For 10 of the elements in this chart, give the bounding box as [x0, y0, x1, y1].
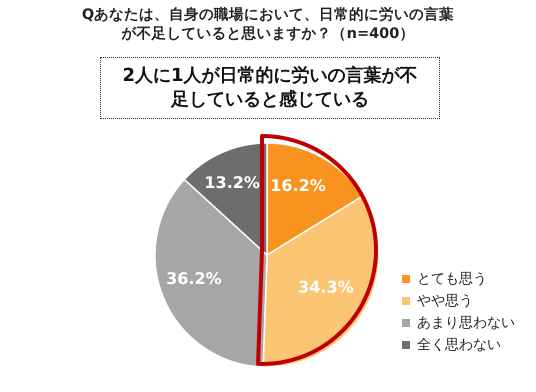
legend-label: 全く思わない [417, 336, 501, 354]
data-label: 34.3% [298, 278, 354, 297]
legend-label: あまり思わない [417, 314, 515, 332]
chart-title: Qあなたは、自身の職場において、日常的に労いの言葉が不足していると思いますか？（n=400） [80, 6, 456, 44]
data-label: 13.2% [204, 172, 260, 192]
legend-label: やや思う [417, 292, 473, 310]
chart-subtitle: 2人に1人が日常的に労いの言葉が不足していると感じている [100, 57, 440, 119]
legend-label: とても思う [417, 270, 487, 288]
data-label: 16.2% [270, 176, 326, 195]
data-label: 36.2% [166, 269, 222, 288]
